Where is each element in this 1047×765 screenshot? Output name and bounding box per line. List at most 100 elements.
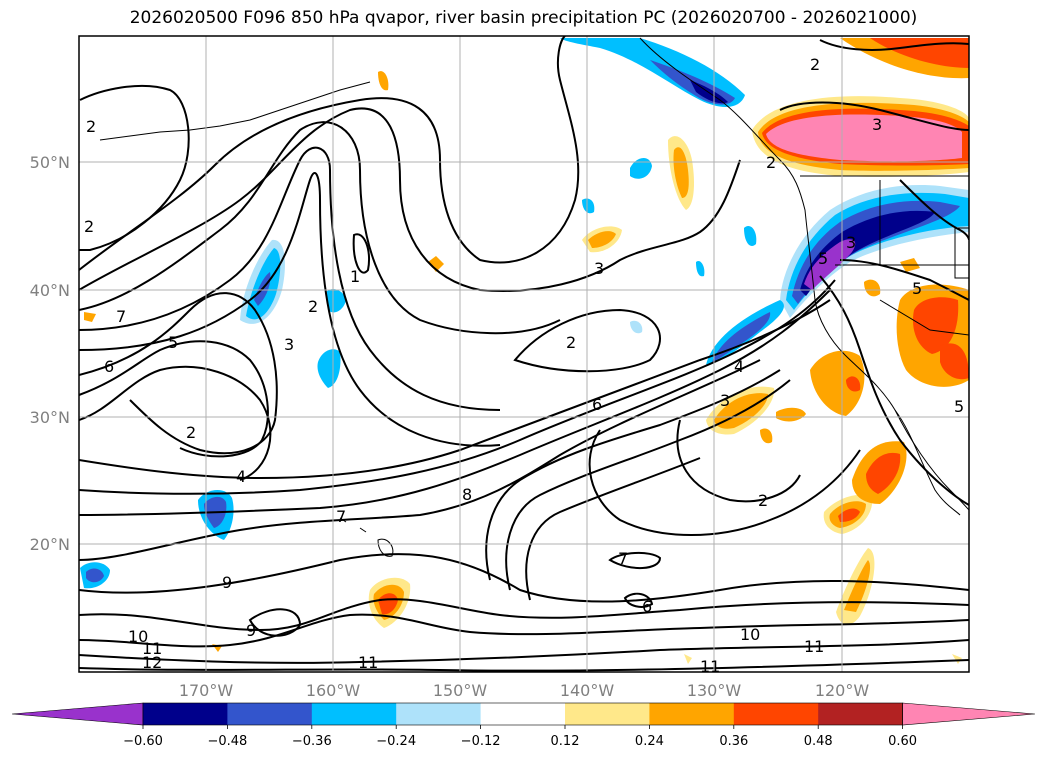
colorbar-tick-label: −0.24 <box>376 734 416 749</box>
colorbar-segment <box>311 703 397 725</box>
contour-label: 5 <box>168 333 178 352</box>
contour-line <box>525 457 701 601</box>
contour-line <box>79 639 969 664</box>
border-line <box>954 227 969 279</box>
negative-anomaly-region <box>792 200 960 304</box>
colorbar-tick-label: 0.36 <box>719 734 748 749</box>
contour-label: 6 <box>104 357 114 376</box>
positive-anomaly-region <box>846 376 861 392</box>
contour-line <box>79 598 969 632</box>
negative-anomaly-region <box>317 349 341 388</box>
positive-anomaly-region <box>588 231 616 248</box>
colorbar-segment <box>480 703 566 725</box>
colorbar-segment <box>649 703 735 725</box>
contour-label: 5 <box>912 279 922 298</box>
contour-labels: 2 2 3 1 2 3 2 6 5 7 2 4 3 2 6 4 7 8 3 2 … <box>84 55 964 676</box>
contour-label: 2 <box>86 117 96 136</box>
positive-anomaly-region <box>952 654 962 664</box>
contour-label: 1 <box>350 267 360 286</box>
contour-label: 2 <box>308 297 318 316</box>
colorbar-arrow-low <box>11 702 144 726</box>
aleutian-islands <box>99 81 371 141</box>
contour-line <box>248 608 302 637</box>
hawaii-islands <box>339 517 394 557</box>
positive-anomaly-region <box>940 343 969 380</box>
positive-anomaly-region <box>760 428 773 444</box>
contour-label: 3 <box>872 115 882 134</box>
contour-label: 2 <box>186 423 196 442</box>
contour-label: 6 <box>642 597 652 616</box>
contour-line <box>513 308 661 373</box>
colorbar-arrow-high <box>902 702 1036 726</box>
contour-label: 5 <box>954 397 964 416</box>
contour-label: 11 <box>700 657 720 676</box>
positive-anomaly-region <box>776 407 806 422</box>
negative-anomaly-region <box>582 198 595 214</box>
positive-anomaly-region <box>684 654 692 664</box>
negative-anomaly-region <box>712 312 771 362</box>
contour-line <box>79 340 269 458</box>
colorbar-segment <box>143 703 228 725</box>
colorbar-segment <box>565 703 650 725</box>
contour-line <box>839 259 969 301</box>
contour-label: 10 <box>128 627 148 646</box>
positive-anomaly-region <box>838 508 860 522</box>
baja-coast <box>894 409 961 516</box>
lon-label-120w: 120°W <box>815 681 870 700</box>
contour-label: 2 <box>758 491 768 510</box>
map-frame <box>78 35 970 673</box>
contour-line <box>79 84 190 251</box>
contour-label: 7 <box>618 549 628 568</box>
contour-label: 11 <box>142 639 162 658</box>
north-america-coast <box>639 37 969 511</box>
colorbar-tick-label: 0.60 <box>888 734 917 749</box>
longitude-labels: 170°W 160°W 150°W 140°W 130°W 120°W <box>179 681 870 700</box>
positive-anomaly-region <box>844 560 871 612</box>
contour-label: 11 <box>804 637 824 656</box>
negative-anomaly-region <box>630 320 643 334</box>
positive-anomaly-region <box>912 297 959 354</box>
latitude-labels: 50°N 40°N 30°N 20°N <box>30 153 70 554</box>
contour-line <box>79 289 831 516</box>
colorbar: −0.60 −0.48 −0.36 −0.24 −0.12 0.12 0.24 0.36 0.4… <box>11 702 1036 749</box>
border-line <box>879 299 969 336</box>
contour-label: 5 <box>818 249 828 268</box>
contour-line <box>623 592 654 608</box>
contour-line <box>79 279 836 495</box>
colorbar-tick-label: 0.48 <box>804 734 833 749</box>
contour-label: 7 <box>116 307 126 326</box>
contour-line <box>79 121 561 335</box>
contour-label: 6 <box>592 395 602 414</box>
contour-line <box>79 359 761 561</box>
negative-anomaly-region <box>696 260 705 277</box>
colorbar-segment <box>818 703 904 725</box>
contour-line <box>79 613 969 648</box>
contour-label: 12 <box>142 653 162 672</box>
contour-line <box>79 107 741 292</box>
gridlines <box>79 36 969 672</box>
positive-anomaly-region <box>673 147 689 198</box>
lat-label-30n: 30°N <box>30 408 70 427</box>
contour-line <box>79 146 501 411</box>
colorbar-segment <box>396 703 482 725</box>
colorbar-tick-label: −0.60 <box>123 734 163 749</box>
lon-label-170w: 170°W <box>179 681 234 700</box>
contour-label: 4 <box>236 467 246 486</box>
lon-label-130w: 130°W <box>687 681 742 700</box>
contour-line <box>588 429 861 536</box>
lon-label-160w: 160°W <box>306 681 361 700</box>
positive-anomaly-region <box>428 256 444 272</box>
lon-label-140w: 140°W <box>560 681 615 700</box>
colorbar-tick-label: −0.48 <box>207 734 247 749</box>
contour-label: 3 <box>284 335 294 354</box>
contour-line <box>779 101 969 131</box>
contour-label: 8 <box>462 485 472 504</box>
negative-anomaly-region <box>86 568 104 583</box>
contour-line <box>79 36 580 271</box>
positive-anomaly-region <box>766 114 962 162</box>
lat-label-50n: 50°N <box>30 153 70 172</box>
contour-line <box>676 419 801 503</box>
contour-line <box>819 275 969 506</box>
negative-anomaly-region <box>744 225 757 247</box>
